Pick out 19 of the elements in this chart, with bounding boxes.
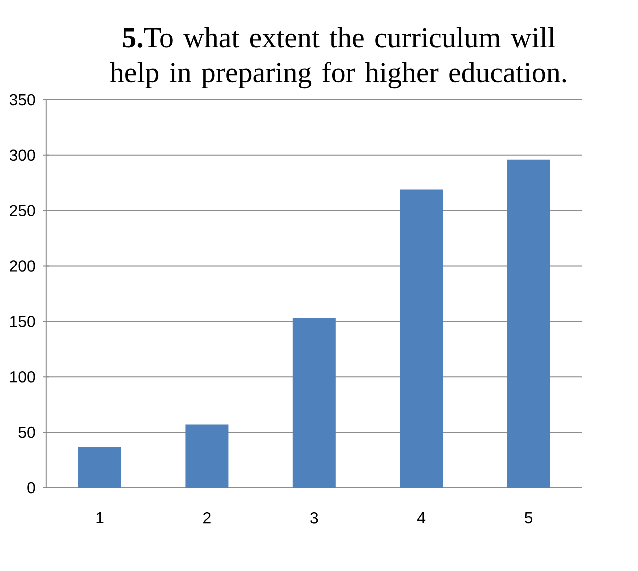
y-tick-label: 150 [10, 316, 36, 328]
bar [186, 424, 229, 488]
y-tick-label: 0 [28, 482, 36, 494]
x-tick-label: 5 [525, 512, 533, 524]
bar [292, 318, 336, 488]
bar [400, 190, 444, 488]
x-tick-label: 4 [418, 512, 426, 524]
x-tick-label: 3 [310, 512, 318, 524]
x-tick-label: 1 [96, 512, 104, 524]
y-tick-label: 300 [10, 150, 36, 162]
bar [507, 160, 550, 488]
y-tick-label: 250 [10, 205, 36, 216]
bar [78, 446, 122, 488]
y-tick-label: 350 [10, 94, 36, 106]
y-tick-label: 200 [10, 260, 36, 272]
x-tick-label: 2 [204, 512, 211, 524]
chart-title: 5.To what extent the curriculum will help in preparing for higher education. [110, 27, 566, 89]
y-tick-label: 50 [18, 426, 36, 438]
y-tick-label: 100 [10, 371, 36, 383]
